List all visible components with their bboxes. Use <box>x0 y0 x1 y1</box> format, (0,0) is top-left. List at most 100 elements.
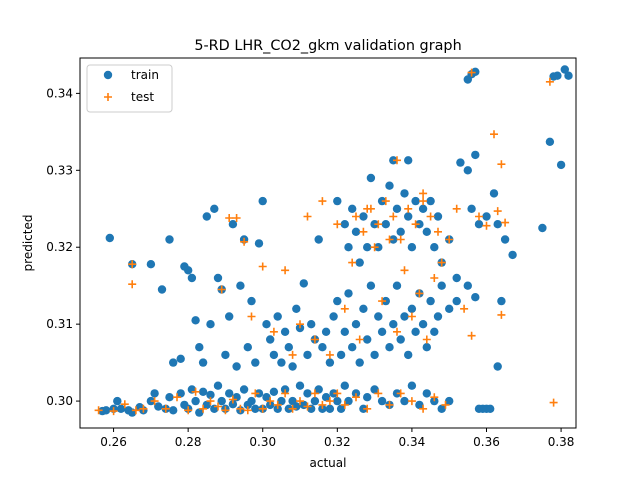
test-point <box>214 402 222 411</box>
test-point <box>251 389 260 398</box>
y-tick-label: 0.32 <box>46 240 73 254</box>
x-tick-label: 0.30 <box>249 435 276 449</box>
y-tick-label: 0.34 <box>46 86 73 100</box>
train-point <box>377 327 387 336</box>
train-point <box>277 358 286 367</box>
train-point <box>336 404 346 413</box>
train-point <box>474 220 484 229</box>
test-point <box>318 197 327 206</box>
test-point <box>419 189 428 198</box>
test-point <box>359 227 368 236</box>
x-tick-label: 0.32 <box>324 435 351 449</box>
test-point <box>419 197 428 206</box>
test-point <box>426 212 435 221</box>
legend-marker-test <box>104 93 112 101</box>
train-point <box>351 227 361 236</box>
train-point <box>381 220 390 229</box>
test-point <box>545 77 554 86</box>
train-point <box>280 327 290 336</box>
train-point <box>191 316 200 325</box>
train-point <box>445 396 454 406</box>
train-point <box>247 396 256 406</box>
test-point <box>199 404 208 413</box>
train-point <box>497 296 506 306</box>
train-point <box>228 220 238 229</box>
train-point <box>385 181 394 190</box>
train-point <box>489 189 499 198</box>
train-point <box>437 281 446 290</box>
axes-frame <box>79 57 577 429</box>
train-point <box>392 281 402 290</box>
train-point <box>445 304 454 313</box>
train-point <box>251 358 260 367</box>
test-point <box>266 397 275 406</box>
train-point <box>340 381 349 390</box>
train-point <box>538 223 547 233</box>
train-point <box>329 312 338 321</box>
train-point <box>266 335 275 344</box>
train-point <box>247 296 256 306</box>
train-point <box>493 220 502 229</box>
train-point <box>198 387 208 396</box>
train-point <box>463 281 472 290</box>
test-point <box>310 389 319 398</box>
train-point <box>404 350 413 360</box>
test-point <box>437 258 446 267</box>
train-point <box>348 343 357 352</box>
train-point <box>217 396 226 406</box>
test-point <box>434 227 442 236</box>
train-point <box>221 350 230 360</box>
train-point <box>187 273 197 283</box>
test-point <box>273 400 282 409</box>
test-point <box>150 397 159 406</box>
test-point <box>288 404 297 413</box>
train-point <box>355 258 364 267</box>
legend-box <box>86 64 173 113</box>
test-point <box>228 395 237 404</box>
test-point <box>381 197 390 206</box>
test-point <box>333 389 342 398</box>
test-point <box>460 304 469 313</box>
test-point <box>333 220 342 229</box>
test-point <box>352 212 360 221</box>
train-point <box>359 212 368 221</box>
train-point <box>340 327 349 336</box>
train-point <box>415 400 424 410</box>
chart-title: 5-RD LHR_CO2_gkm validation graph <box>194 38 461 54</box>
train-point <box>392 204 402 213</box>
test-point <box>493 207 502 216</box>
test-point <box>303 402 312 411</box>
train-point <box>243 343 252 352</box>
test-point <box>407 397 416 406</box>
train-point <box>195 343 204 352</box>
train-point <box>404 212 413 221</box>
train-point <box>202 400 211 410</box>
test-point <box>363 404 372 413</box>
train-point <box>314 385 323 394</box>
test-point <box>247 312 256 321</box>
test-point <box>374 220 383 229</box>
train-point <box>165 393 174 402</box>
test-point <box>128 260 137 269</box>
train-point <box>452 296 461 306</box>
train-point <box>333 196 342 206</box>
test-point <box>415 289 424 298</box>
test-point <box>191 387 200 396</box>
train-point <box>299 279 308 288</box>
test-point <box>441 400 450 409</box>
x-tick-label: 0.34 <box>399 435 426 449</box>
train-point <box>407 304 417 313</box>
train-point <box>348 204 357 213</box>
train-point <box>400 396 409 406</box>
legend: train test <box>86 64 173 113</box>
test-point <box>389 212 398 221</box>
train-point <box>400 312 409 321</box>
y-axis-label: predicted <box>21 215 35 272</box>
train-point <box>239 385 249 394</box>
y-axis: 0.30 0.31 0.32 0.33 0.34 <box>46 86 80 408</box>
train-point <box>176 389 185 398</box>
train-point <box>325 358 335 367</box>
train-point <box>157 285 167 294</box>
train-point <box>370 385 379 394</box>
train-point <box>508 250 517 260</box>
